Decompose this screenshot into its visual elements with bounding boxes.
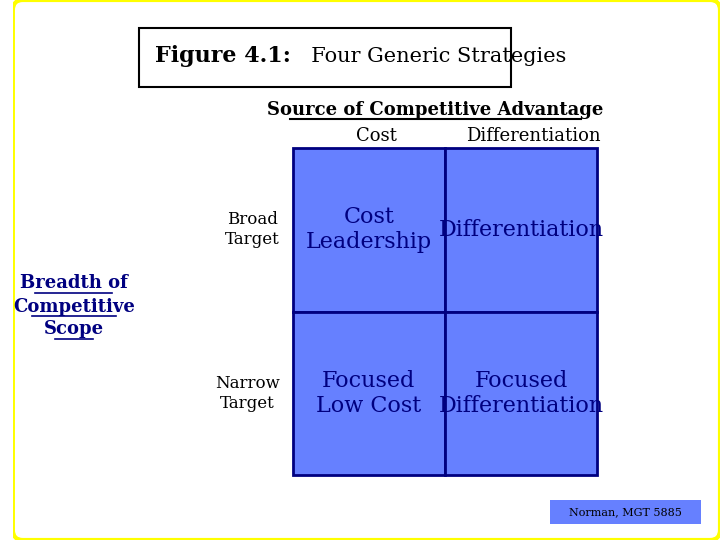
Text: Four Generic Strategies: Four Generic Strategies	[297, 46, 566, 65]
Text: Scope: Scope	[44, 321, 104, 339]
Bar	[445, 312, 597, 475]
Text: Broad
Target: Broad Target	[225, 212, 280, 248]
Text: Focused
Low Cost: Focused Low Cost	[316, 369, 421, 417]
Text: Differentiation: Differentiation	[466, 127, 600, 145]
Text: Breadth of: Breadth of	[20, 274, 127, 293]
Text: Source of Competitive Advantage: Source of Competitive Advantage	[267, 101, 603, 119]
Text: Focused
Differentiation: Focused Differentiation	[438, 369, 603, 417]
Text: Differentiation: Differentiation	[438, 219, 603, 241]
FancyBboxPatch shape	[550, 500, 701, 524]
Text: Norman, MGT 5885: Norman, MGT 5885	[570, 507, 682, 517]
FancyBboxPatch shape	[138, 28, 510, 87]
Text: Figure 4.1:: Figure 4.1:	[156, 45, 291, 67]
Bar	[293, 148, 445, 312]
Bar	[293, 312, 445, 475]
Text: Competitive: Competitive	[13, 298, 135, 315]
Text: Cost
Leadership: Cost Leadership	[306, 206, 432, 253]
Text: Cost: Cost	[356, 127, 397, 145]
Bar	[445, 148, 597, 312]
Text: Narrow
Target: Narrow Target	[215, 375, 280, 411]
FancyBboxPatch shape	[13, 0, 720, 540]
